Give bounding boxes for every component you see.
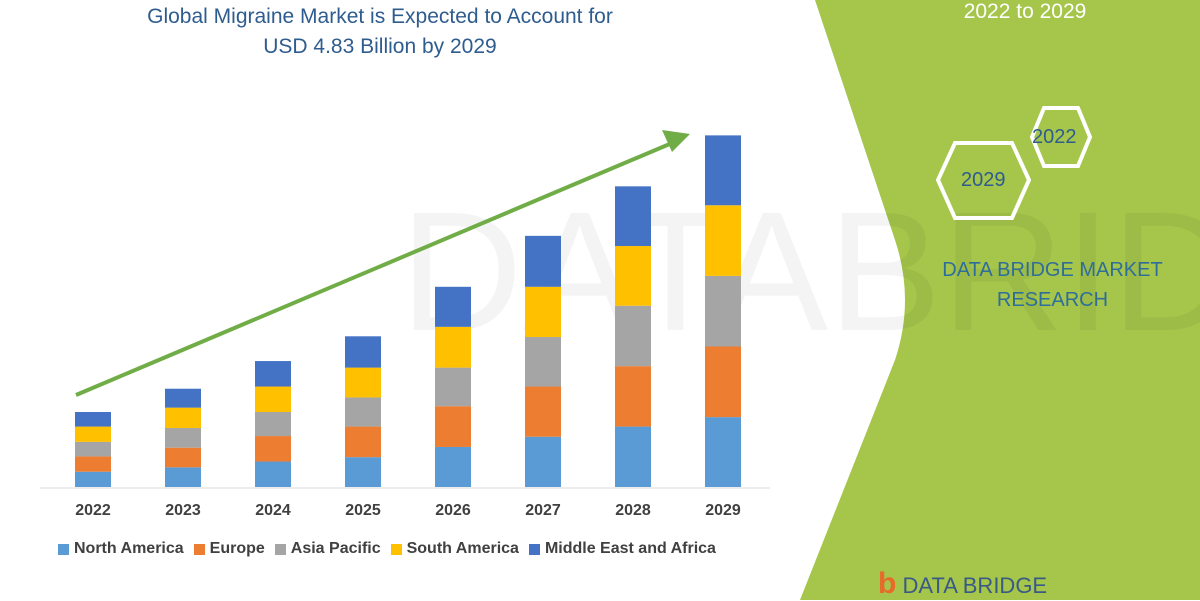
legend-item: Asia Pacific <box>274 540 381 558</box>
bar-segment-2027-europe <box>525 386 561 437</box>
x-tick-label: 2024 <box>255 502 291 519</box>
hex-label-2029: 2029 <box>961 169 1006 191</box>
x-tick-label: 2026 <box>435 502 471 519</box>
legend-item: Middle East and Africa <box>528 540 716 558</box>
legend-label: South America <box>406 540 519 557</box>
bar-segment-2028-north-america <box>615 426 651 487</box>
bar-segment-2026-south-america <box>435 326 471 368</box>
legend-label: Middle East and Africa <box>544 540 716 557</box>
bar-segment-2025-middle-east-and-africa <box>345 336 381 368</box>
bar-segment-2027-middle-east-and-africa <box>525 235 561 287</box>
bar-segment-2025-north-america <box>345 457 381 487</box>
bar-segment-2023-europe <box>165 447 201 468</box>
bar-segment-2029-north-america <box>705 417 741 487</box>
bar-segment-2022-europe <box>75 456 111 472</box>
growth-arrow <box>75 141 673 397</box>
bar-segment-2026-north-america <box>435 446 471 487</box>
bar-segment-2029-middle-east-and-africa <box>705 135 741 206</box>
legend-item: Europe <box>193 540 265 558</box>
x-tick-label: 2027 <box>525 502 561 519</box>
bar-segment-2028-asia-pacific <box>615 305 651 367</box>
hex-label-2022: 2022 <box>1032 126 1077 148</box>
bar-segment-2025-asia-pacific <box>345 397 381 427</box>
bar-segment-2023-south-america <box>165 407 201 429</box>
bar-segment-2028-middle-east-and-africa <box>615 186 651 247</box>
growth-arrowhead <box>662 130 690 152</box>
bar-segment-2025-south-america <box>345 367 381 398</box>
bar-segment-2026-asia-pacific <box>435 367 471 407</box>
x-tick-label: 2028 <box>615 502 651 519</box>
bar-segment-2024-europe <box>255 436 291 462</box>
chart-title-line2: USD 4.83 Billion by 2029 <box>263 35 497 58</box>
legend-swatch <box>58 543 69 555</box>
logo-text: DATA BRIDGE <box>902 573 1048 598</box>
hexagon-2029 <box>935 141 1032 220</box>
x-tick-label: 2023 <box>165 502 201 519</box>
bar-segment-2029-south-america <box>705 205 741 276</box>
bar-segment-2022-south-america <box>75 426 111 442</box>
x-tick-label: 2025 <box>345 502 381 519</box>
brand-name: DATA BRIDGE MARKET RESEARCH <box>942 259 1163 311</box>
forecast-period: 2022 to 2029 <box>963 0 1087 23</box>
hexagon-2022 <box>1029 106 1093 168</box>
bar-segment-2022-middle-east-and-africa <box>75 412 111 427</box>
legend-item: South America <box>390 540 519 558</box>
company-logo: b DATA BRIDGE <box>878 567 1048 600</box>
bar-segment-2023-asia-pacific <box>165 428 201 448</box>
legend-label: Europe <box>209 540 265 557</box>
chart-legend: North America Europe Asia Pacific South Ame… <box>58 540 716 558</box>
legend-swatch <box>390 543 402 555</box>
legend-item: North America <box>58 540 184 558</box>
bar-segment-2026-europe <box>435 406 471 447</box>
bar-segment-2027-north-america <box>525 436 561 487</box>
bar-segment-2028-south-america <box>615 246 651 306</box>
bar-segment-2027-asia-pacific <box>525 337 561 387</box>
legend-swatch <box>274 543 286 555</box>
bar-segment-2024-asia-pacific <box>255 412 291 437</box>
bar-segment-2024-south-america <box>255 386 291 413</box>
bar-segment-2025-europe <box>345 426 381 458</box>
bar-segment-2023-north-america <box>165 467 201 487</box>
bar-segment-2027-south-america <box>525 286 561 338</box>
bar-segment-2022-asia-pacific <box>75 441 111 457</box>
x-tick-label: 2022 <box>75 502 111 519</box>
bar-segment-2023-middle-east-and-africa <box>165 388 201 408</box>
bar-segment-2026-middle-east-and-africa <box>435 286 471 327</box>
bar-segment-2022-north-america <box>75 471 111 487</box>
bar-segment-2024-north-america <box>255 461 291 487</box>
legend-label: North America <box>74 540 184 557</box>
bar-segment-2024-middle-east-and-africa <box>255 361 291 387</box>
green-side-panel <box>800 0 1200 600</box>
x-tick-label: 2029 <box>705 502 741 519</box>
bar-segment-2028-europe <box>615 366 651 427</box>
legend-swatch <box>193 543 205 555</box>
legend-swatch <box>528 543 540 555</box>
bar-segment-2029-asia-pacific <box>705 275 741 347</box>
chart-title-line1: Global Migraine Market is Expected to Ac… <box>147 5 613 28</box>
legend-label: Asia Pacific <box>290 540 381 557</box>
bar-segment-2029-europe <box>705 346 741 418</box>
